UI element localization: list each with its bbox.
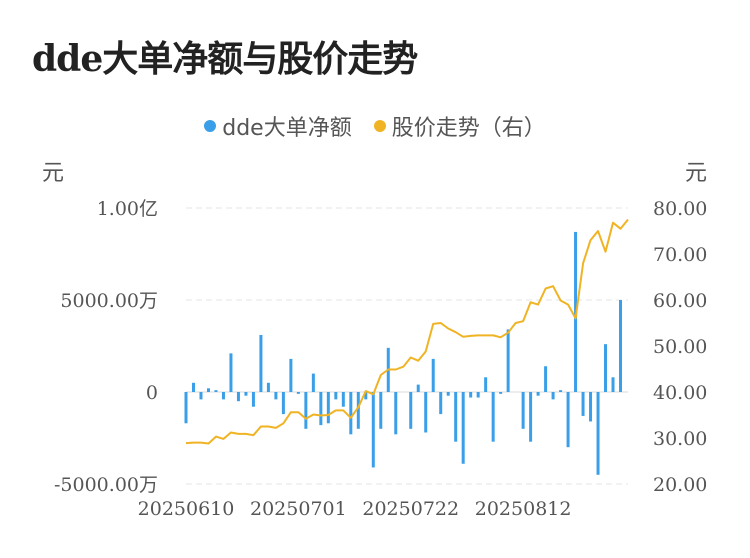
bar-dde [304, 392, 308, 429]
bar-dde [394, 392, 398, 435]
bar-dde [281, 392, 285, 415]
bar-dde [619, 300, 623, 392]
bar-dde [461, 392, 465, 464]
legend: dde大单净额 股价走势（右） [0, 110, 750, 142]
price-line [185, 218, 629, 445]
right-tick-label: 20.00 [653, 474, 707, 496]
bar-dde [491, 392, 495, 442]
bar-dde [506, 329, 510, 392]
bar-dde [581, 392, 585, 416]
bar-dde [469, 392, 473, 398]
bar-dde [274, 392, 278, 400]
x-tick-label: 20250812 [475, 498, 572, 520]
bar-dde [484, 377, 488, 392]
legend-label-price: 股价走势（右） [391, 116, 546, 141]
right-tick-label: 40.00 [653, 382, 707, 404]
bar-dde [544, 366, 548, 392]
bar-dde [499, 392, 503, 394]
bar-dde [454, 392, 458, 442]
x-tick-label: 20250722 [362, 498, 459, 520]
left-axis-unit: 元 [42, 161, 65, 186]
bar-dde [611, 377, 615, 392]
bar-dde [356, 392, 360, 429]
chart-title: dde大单净额与股价走势 [32, 38, 418, 80]
bar-dde [536, 392, 540, 396]
bar-dde [409, 392, 413, 429]
legend-label-dde: dde大单净额 [222, 116, 352, 141]
left-tick-label: 1.00亿 [97, 198, 158, 220]
bar-dde [184, 392, 188, 424]
right-tick-label: 80.00 [653, 198, 707, 220]
bar-dde [221, 392, 225, 400]
bar-dde [191, 382, 195, 392]
right-axis-unit: 元 [685, 161, 708, 186]
bar-dde [364, 392, 368, 400]
bar-dde [214, 390, 218, 392]
bar-dde [446, 392, 450, 396]
bar-dde [236, 392, 240, 402]
bar-dde [371, 392, 375, 468]
bar-dde [596, 392, 600, 475]
left-tick-label: 0 [146, 382, 158, 404]
bar-dde [424, 392, 428, 433]
x-tick-label: 20250701 [250, 498, 347, 520]
bar-dde [559, 390, 563, 392]
legend-item-price[interactable]: 股价走势（右） [373, 110, 546, 142]
x-tick-label: 20250610 [138, 498, 235, 520]
bar-dde [296, 392, 300, 394]
bar-dde [199, 392, 203, 400]
bar-dde [289, 358, 293, 392]
right-tick-label: 70.00 [653, 244, 707, 266]
bar-dde [476, 392, 480, 398]
bar-dde [566, 392, 570, 448]
bar-dde [604, 344, 608, 392]
legend-dot-dde [204, 120, 217, 132]
legend-item-dde[interactable]: dde大单净额 [204, 110, 352, 142]
right-tick-label: 60.00 [653, 290, 707, 312]
bar-dde [521, 392, 525, 429]
bar-dde [266, 382, 270, 392]
bar-dde [326, 392, 330, 424]
bar-dde [334, 392, 338, 400]
left-tick-label: 5000.00万 [60, 290, 158, 312]
bar-dde [431, 358, 435, 392]
right-tick-label: 30.00 [653, 428, 707, 450]
bar-dde [349, 392, 353, 435]
bar-dde [244, 392, 248, 396]
bar-dde [206, 388, 210, 392]
bar-dde [416, 384, 420, 392]
right-tick-label: 50.00 [653, 336, 707, 358]
legend-dot-price [373, 120, 386, 132]
bar-dde [341, 392, 345, 407]
bar-dde [439, 392, 443, 415]
bar-dde [551, 392, 555, 400]
bar-dde [229, 353, 233, 392]
bar-dde [589, 392, 593, 422]
bar-dde [379, 392, 383, 429]
bar-dde [319, 392, 323, 426]
bar-dde [251, 392, 255, 407]
bar-dde [259, 334, 263, 392]
bar-dde [529, 392, 533, 442]
bar-dde [311, 373, 315, 392]
left-tick-label: -5000.00万 [54, 474, 158, 496]
